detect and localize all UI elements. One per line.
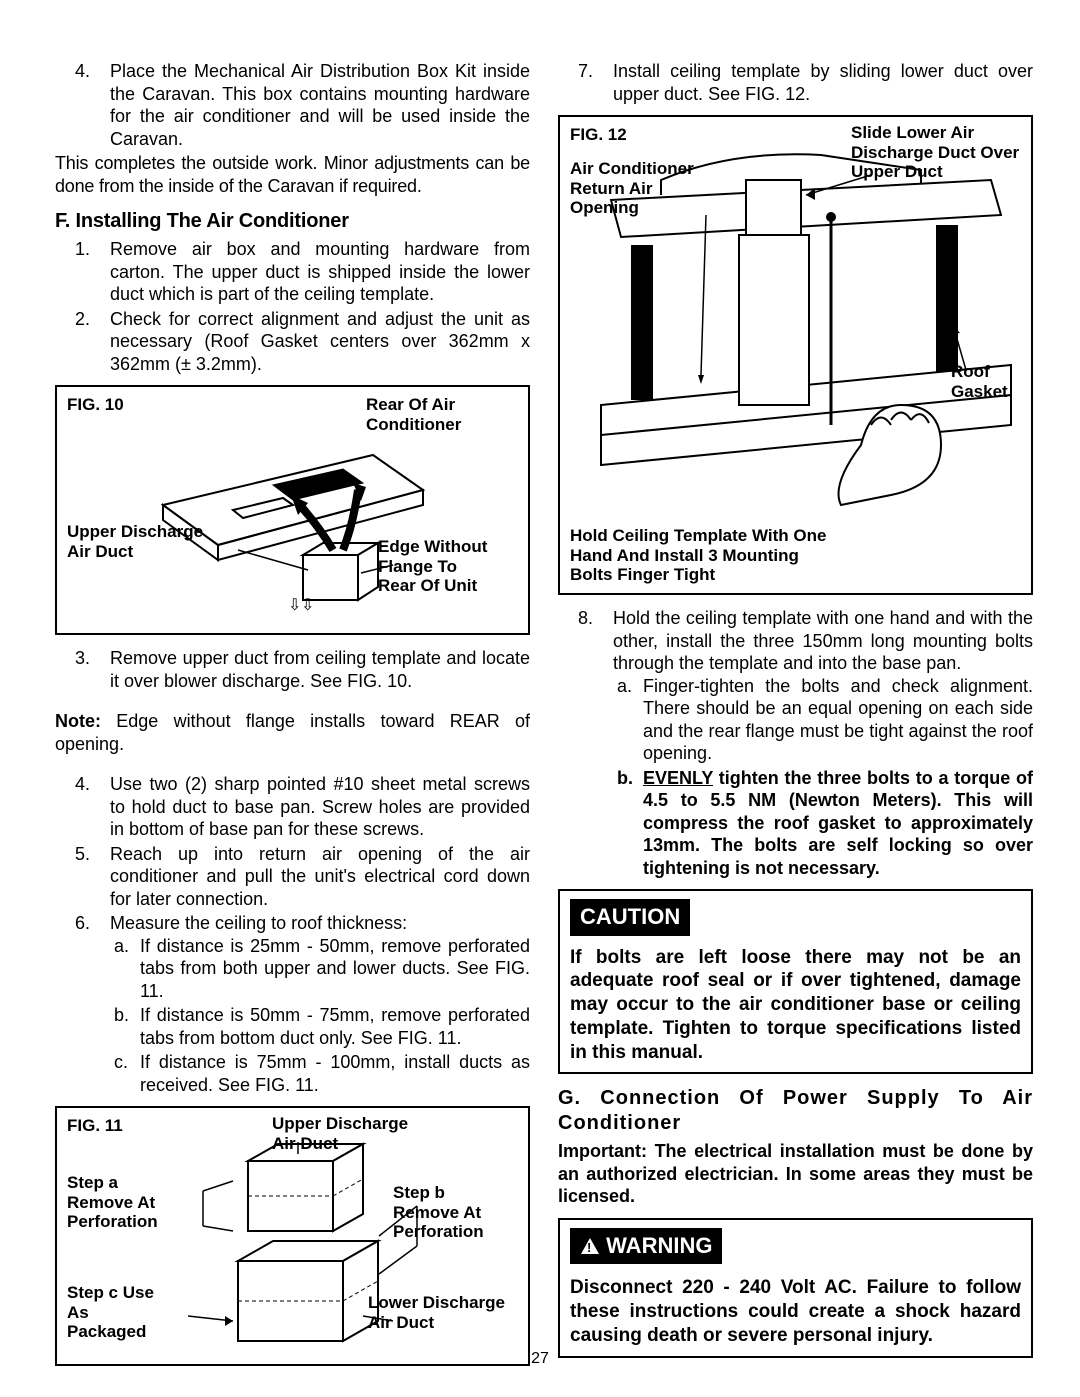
text: Use two (2) sharp pointed #10 sheet meta… [110,774,530,839]
text: Remove air box and mounting hardware fro… [110,239,530,304]
note-text: Edge without flange installs toward REAR… [55,711,530,754]
text: Remove upper duct from ceiling template … [110,648,530,691]
warning-pill: ! WARNING [570,1228,722,1265]
r-item-8b: b.EVENLY tighten the three bolts to a to… [643,767,1033,880]
svg-text:!: ! [587,1240,591,1255]
important-para: Important: The electrical installation m… [558,1140,1033,1208]
fig12-ac-label: Air Conditioner Return Air Opening [570,159,710,218]
left-column: 4.Place the Mechanical Air Distribution … [55,60,530,1378]
note-label: Note: [55,711,116,731]
warning-label: WARNING [606,1233,712,1258]
figure-10: FIG. 10 Rear Of Air Conditioner Upper Di… [55,385,530,635]
fig10-upper-label: Upper Discharge Air Duct [67,522,212,561]
list-item-4: 4.Place the Mechanical Air Distribution … [110,60,530,150]
caution-box: CAUTION If bolts are left loose there ma… [558,889,1033,1074]
warning-box: ! WARNING Disconnect 220 - 240 Volt AC. … [558,1218,1033,1358]
text: Measure the ceiling to roof thickness: [110,913,407,933]
f-item-6b: b.If distance is 50mm - 75mm, remove per… [140,1004,530,1049]
right-column: 7.Install ceiling template by sliding lo… [558,60,1033,1378]
text: Place the Mechanical Air Distribution Bo… [110,61,530,149]
text: If distance is 50mm - 75mm, remove perfo… [140,1005,530,1048]
fig11-label: FIG. 11 [67,1116,123,1136]
r-item-8: 8.Hold the ceiling template with one han… [613,607,1033,879]
fig11-stepa-label: Step a Remove At Perforation [67,1173,177,1232]
fig12-roof-label: Roof Gasket [951,362,1021,401]
f-item-6: 6.Measure the ceiling to roof thickness:… [110,912,530,1096]
fig12-label: FIG. 12 [570,125,627,145]
fig12-hold-label: Hold Ceiling Template With One Hand And … [570,526,830,585]
f-item-6c: c.If distance is 75mm - 100mm, install d… [140,1051,530,1096]
f-item-6a: a.If distance is 25mm - 50mm, remove per… [140,935,530,1003]
fig10-edge-label: Edge Without Flange To Rear Of Unit [378,537,498,596]
warning-triangle-icon: ! [580,1237,600,1255]
caution-text: If bolts are left loose there may not be… [570,946,1021,1065]
page-number: 27 [0,1349,1080,1369]
fig10-label: FIG. 10 [67,395,124,415]
figure-12: FIG. 12 Slide Lower Air Discharge Duct O… [558,115,1033,595]
text: If distance is 25mm - 50mm, remove perfo… [140,936,530,1001]
fig12-slide-label: Slide Lower Air Discharge Duct Over Uppe… [851,123,1021,182]
f-item-1: 1.Remove air box and mounting hardware f… [110,238,530,306]
r-item-7: 7.Install ceiling template by sliding lo… [613,60,1033,105]
text: Reach up into return air opening of the … [110,844,530,909]
fig11-stepc-label: Step c Use As Packaged [67,1283,167,1342]
warning-text: Disconnect 220 - 240 Volt AC. Failure to… [570,1276,1021,1347]
fig11-upper-label: Upper Discharge Air Duct [272,1114,422,1153]
f-item-4: 4.Use two (2) sharp pointed #10 sheet me… [110,773,530,841]
evenly-text: EVENLY [643,768,713,788]
note-para: Note: Edge without flange installs towar… [55,710,530,755]
text: If distance is 75mm - 100mm, install duc… [140,1052,530,1095]
section-f-heading: F. Installing The Air Conditioner [55,209,530,234]
svg-text:⇩: ⇩ [288,597,301,614]
r-item-8a: a.Finger-tighten the bolts and check ali… [643,675,1033,765]
text: Hold the ceiling template with one hand … [613,608,1033,673]
f-item-2: 2.Check for correct alignment and adjust… [110,308,530,376]
text: Check for correct alignment and adjust t… [110,309,530,374]
fig11-lower-label: Lower Discharge Air Duct [368,1293,518,1332]
figure-11: FIG. 11 Upper Discharge Air Duct Step a … [55,1106,530,1366]
fig11-stepb-label: Step b Remove At Perforation [393,1183,503,1242]
fig10-rear-label: Rear Of Air Conditioner [366,395,496,434]
section-g-heading: G. Connection Of Power Supply To Air Con… [558,1086,1033,1136]
text: Install ceiling template by sliding lowe… [613,61,1033,104]
caution-label: CAUTION [570,899,690,936]
important-label: Important: [558,1141,655,1161]
text: Finger-tighten the bolts and check align… [643,676,1033,764]
f-item-5: 5.Reach up into return air opening of th… [110,843,530,911]
outside-work-para: This completes the outside work. Minor a… [55,152,530,197]
svg-text:⇩: ⇩ [301,597,314,614]
f-item-3: 3.Remove upper duct from ceiling templat… [110,647,530,692]
